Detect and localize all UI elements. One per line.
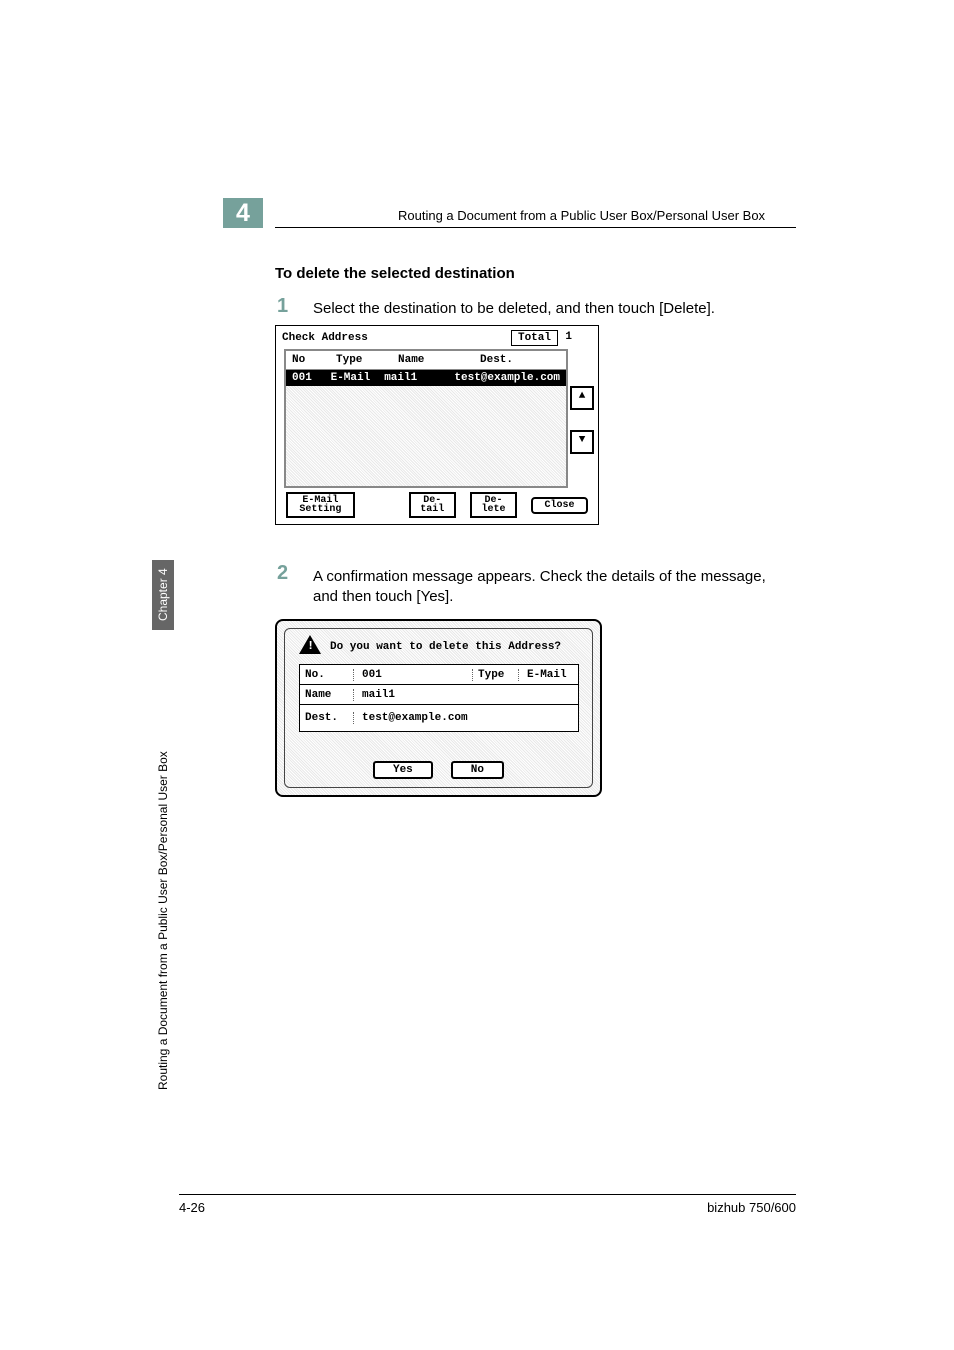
section-title: To delete the selected destination (275, 265, 515, 282)
row-dest: test@example.com (448, 372, 566, 384)
row-no: 001 (286, 372, 325, 384)
no-value: 001 (354, 669, 472, 681)
total-label: Total (511, 330, 558, 346)
address-list: No Type Name Dest. 001 E-Mail mail1 test… (284, 349, 568, 488)
name-value: mail1 (354, 689, 578, 701)
col-no: No (286, 354, 330, 366)
step-2-number: 2 (277, 562, 288, 584)
list-header: No Type Name Dest. (286, 351, 566, 370)
header-rule (275, 227, 796, 228)
row-type: E-Mail (325, 372, 379, 384)
table-row: Name mail1 (300, 685, 578, 705)
address-row-selected[interactable]: 001 E-Mail mail1 test@example.com (286, 370, 566, 386)
dest-label: Dest. (300, 712, 354, 724)
no-label: No. (300, 669, 354, 681)
row-name: mail1 (378, 372, 448, 384)
confirm-details-table: No. 001 Type E-Mail Name mail1 Dest. tes… (299, 664, 579, 732)
type-label: Type (472, 669, 519, 681)
chapter-side-text: Routing a Document from a Public User Bo… (152, 640, 174, 1090)
name-label: Name (300, 689, 354, 701)
type-value: E-Mail (519, 669, 578, 681)
col-dest: Dest. (474, 354, 519, 366)
table-row: Dest. test@example.com (300, 705, 578, 731)
detail-button[interactable]: De- tail (409, 492, 456, 518)
confirm-dialog: Do you want to delete this Address? No. … (275, 619, 602, 797)
table-row: No. 001 Type E-Mail (300, 665, 578, 685)
step-1-text: Select the destination to be deleted, an… (313, 300, 715, 317)
warning-icon (299, 635, 321, 654)
confirm-message: Do you want to delete this Address? (330, 641, 561, 653)
step-2-text: A confirmation message appears. Check th… (313, 567, 793, 606)
running-header: Routing a Document from a Public User Bo… (398, 208, 765, 223)
total-value: 1 (565, 331, 572, 343)
check-address-panel: Check Address Total 1 No Type Name Dest.… (275, 325, 599, 525)
close-button[interactable]: Close (531, 497, 588, 514)
delete-button[interactable]: De- lete (470, 492, 517, 518)
step-1-number: 1 (277, 295, 288, 317)
footer-rule (179, 1194, 796, 1195)
product-name: bizhub 750/600 (707, 1200, 796, 1215)
chapter-side-tab: Chapter 4 (152, 560, 174, 630)
scroll-down-button[interactable]: ▼ (570, 430, 594, 454)
chapter-number-badge: 4 (223, 198, 263, 228)
scroll-up-button[interactable]: ▲ (570, 386, 594, 410)
panel-title: Check Address (282, 332, 368, 344)
email-setting-button[interactable]: E-Mail Setting (286, 492, 355, 518)
page-number: 4-26 (179, 1200, 205, 1215)
no-button[interactable]: No (451, 761, 504, 779)
col-type: Type (330, 354, 392, 366)
yes-button[interactable]: Yes (373, 761, 433, 779)
dest-value: test@example.com (354, 712, 578, 724)
col-name: Name (392, 354, 474, 366)
